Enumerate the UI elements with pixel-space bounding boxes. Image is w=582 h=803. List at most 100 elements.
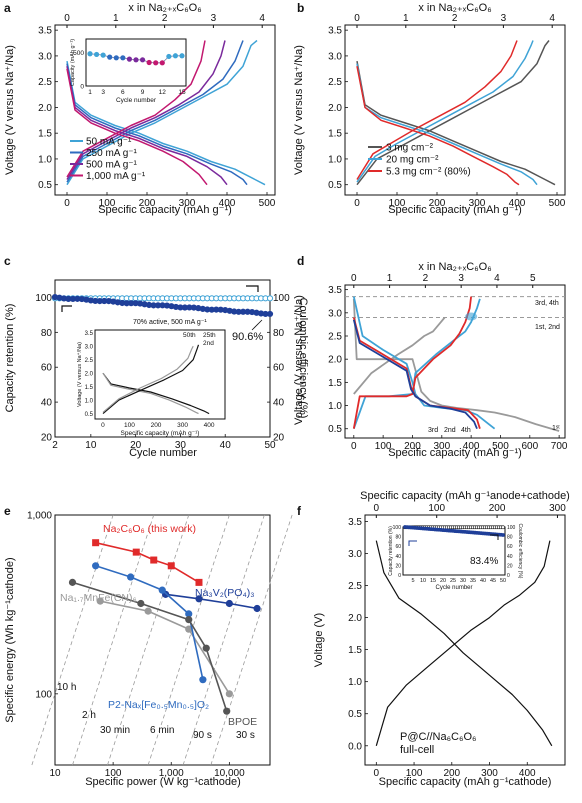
inset-x-tick-label: 1 [88,89,92,96]
charge-curve-1 [356,40,534,183]
panel-d-frame [344,284,566,439]
inset-point [100,52,106,58]
y-tick-label: 100 [273,293,290,304]
cycle-annotation: 3rd, 4th [535,300,559,307]
inset-y2-tick-label: 20 [507,563,513,569]
panel-label: b [297,1,304,15]
inset-x-tick-label: 200 [151,422,162,429]
inset-y-tick-label: 2.5 [85,358,94,364]
panel-label: a [4,1,11,15]
inset-point [133,57,139,63]
x2-tick-label: 0 [64,13,70,24]
inset-point [107,54,113,60]
x-tick-label: 100 [105,768,122,779]
charge-curve-2 [356,40,518,180]
inset-x-title: Specific capacity (mAh g⁻¹) [121,430,200,437]
rate-guide-line [147,514,230,766]
y-tick-label: 3.0 [328,51,342,62]
inset-x-tick-label: 9 [141,89,145,96]
data-point [185,610,193,618]
data-point [127,573,135,581]
series-label: BPOE [228,716,257,728]
inset-curve-0 [102,372,210,415]
x-tick-label: 200 [404,441,421,452]
x-tick-label: 400 [219,198,236,209]
panel-c-frame [54,279,271,438]
x2-tick-label: 2 [162,13,168,24]
cycle-curve-0 [352,298,560,432]
cycle-annotation: 1ˢᵗ [552,425,560,432]
x2-tick-label: 4 [259,13,265,24]
inset-cycle-label: 25th [203,332,216,339]
x2-tick-label: 3 [211,13,217,24]
discharge-curve-1 [66,63,248,186]
inset-x-title: Cycle number [116,97,157,104]
x-tick-label: 500 [492,441,509,452]
x-tick-label: 400 [519,768,536,779]
panel-e-frame [54,514,271,766]
y-tick-label: 20 [41,433,53,444]
inset-x-tick-label: 100 [124,422,135,429]
highlight-marker [465,312,478,321]
y-tick-label: 0.0 [348,741,362,752]
x2-tick-label: 3 [501,13,507,24]
y-tick-label: 1.0 [328,401,342,412]
x-tick-label: 100 [406,768,423,779]
x-tick-label: 500 [259,198,276,209]
data-point [68,578,77,586]
series-line-2 [100,600,231,695]
y-tick-label: 0.5 [348,709,362,720]
data-point [253,604,261,613]
x-axis-title: Cycle number [129,447,197,459]
charge-curve-0 [356,40,550,186]
y-tick-label: 0.5 [328,424,342,435]
inset-y-tick-label: 40 [395,554,401,560]
x-tick-label: 40 [220,440,232,451]
x-tick-label: 400 [509,198,526,209]
y-tick-label: 0.5 [328,180,342,191]
inset-y-tick-label: 2.0 [85,372,94,378]
y-tick-label: 2.5 [328,77,342,88]
x-tick-label: 300 [179,198,196,209]
y-tick-label: 2.0 [38,103,52,114]
x2-tick-label: 300 [549,503,566,514]
data-point [96,597,104,605]
legend-entry: 50 mA g⁻¹ [86,137,132,148]
full-cell-curve-0 [375,540,553,747]
x2-axis-title: x in Na₂₊ₓC₆O₆ [128,2,201,14]
y-tick-label: 1.5 [38,129,52,140]
y-tick-label: 2.5 [38,77,52,88]
inset-retention-point [501,533,505,537]
x2-tick-label: 0 [374,503,380,514]
inset-curve-2 [102,344,200,415]
panel-a-inset-frame [85,38,187,87]
data-point [158,586,166,594]
inset-y-tick-label: 1.0 [85,399,94,405]
x-tick-label: 300 [481,768,498,779]
inset-x-tick-label: 50 [500,578,506,584]
inset-y-tick-label: 1.5 [85,385,94,391]
y-tick-label: 40 [273,398,285,409]
inset-annotation: 83.4% [470,556,498,567]
y-tick-label: 40 [41,398,53,409]
data-point [199,676,207,684]
x2-tick-label: 2 [423,273,429,284]
data-point [132,548,140,556]
y-tick-label: 1.5 [328,129,342,140]
series-line-0 [95,541,200,584]
inset-y2-tick-label: 80 [507,535,513,541]
y-tick-label: 3.0 [38,51,52,62]
inset-y-tick-label: 0.5 [85,412,94,418]
inset-x-tick-label: 300 [177,422,188,429]
x-tick-label: 0 [354,198,360,209]
inset-x-tick-label: 25 [450,578,456,584]
y-tick-label: 80 [273,328,285,339]
x-tick-label: 200 [429,198,446,209]
x2-axis-title: x in Na₂₊ₓC₆O₆ [418,2,491,14]
rate-label: 2 h [82,710,96,721]
x-tick-label: 0 [374,768,380,779]
x-tick-label: 50 [264,440,276,451]
x-axis-title: Specific capacity (mAh g⁻¹) [98,204,232,216]
y-axis-title: Capacity retention (%) [4,304,16,413]
